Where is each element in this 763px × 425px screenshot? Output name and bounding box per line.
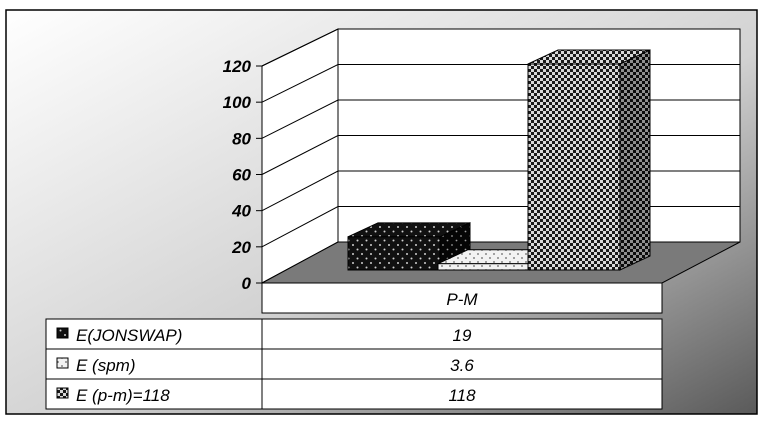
table-row: E(JONSWAP) 19 bbox=[45, 318, 663, 350]
series-label: E(JONSWAP) bbox=[76, 326, 182, 345]
table-value-cell bbox=[261, 378, 663, 410]
series-label: E (p-m)=118 bbox=[76, 386, 170, 405]
gridline bbox=[261, 28, 740, 67]
left-wall bbox=[261, 28, 339, 284]
y-axis: 0 20 40 60 80 100 120 bbox=[223, 57, 262, 293]
bars bbox=[347, 49, 651, 271]
y-tick-label: 60 bbox=[232, 166, 251, 185]
series-value: 19 bbox=[453, 326, 472, 345]
table-value-cell bbox=[261, 348, 663, 380]
table-row: E (p-m)=118 118 bbox=[45, 378, 663, 410]
series-label: E (spm) bbox=[76, 356, 136, 375]
y-tick-label: 80 bbox=[232, 129, 251, 148]
legend-key-jonswap bbox=[56, 327, 69, 339]
series-value: 3.6 bbox=[450, 356, 474, 375]
bar bbox=[527, 49, 651, 271]
bar-front bbox=[347, 236, 441, 271]
table-label-cell bbox=[45, 348, 263, 380]
y-tick-label: 20 bbox=[231, 238, 251, 257]
table-value-cell bbox=[261, 318, 663, 350]
table-header-cell bbox=[261, 282, 663, 314]
category-label: P-M bbox=[446, 290, 478, 309]
data-table: P-M E(JONSWAP) 19 E (spm) 3.6 E (p-m)=11… bbox=[45, 282, 663, 410]
bar bbox=[347, 222, 471, 271]
y-tick-label: 120 bbox=[223, 57, 252, 76]
y-tick-label: 40 bbox=[231, 202, 251, 221]
table-row: E (spm) 3.6 bbox=[45, 348, 663, 380]
table-label-cell bbox=[45, 318, 263, 350]
y-tick-label: 0 bbox=[242, 274, 252, 293]
bar-front bbox=[527, 63, 621, 271]
series-value: 118 bbox=[448, 386, 476, 405]
bar-side bbox=[619, 49, 651, 271]
bar-front bbox=[437, 263, 531, 271]
legend-key-pm bbox=[56, 387, 69, 399]
y-tick-label: 100 bbox=[223, 93, 252, 112]
legend-key-spm bbox=[56, 357, 69, 369]
